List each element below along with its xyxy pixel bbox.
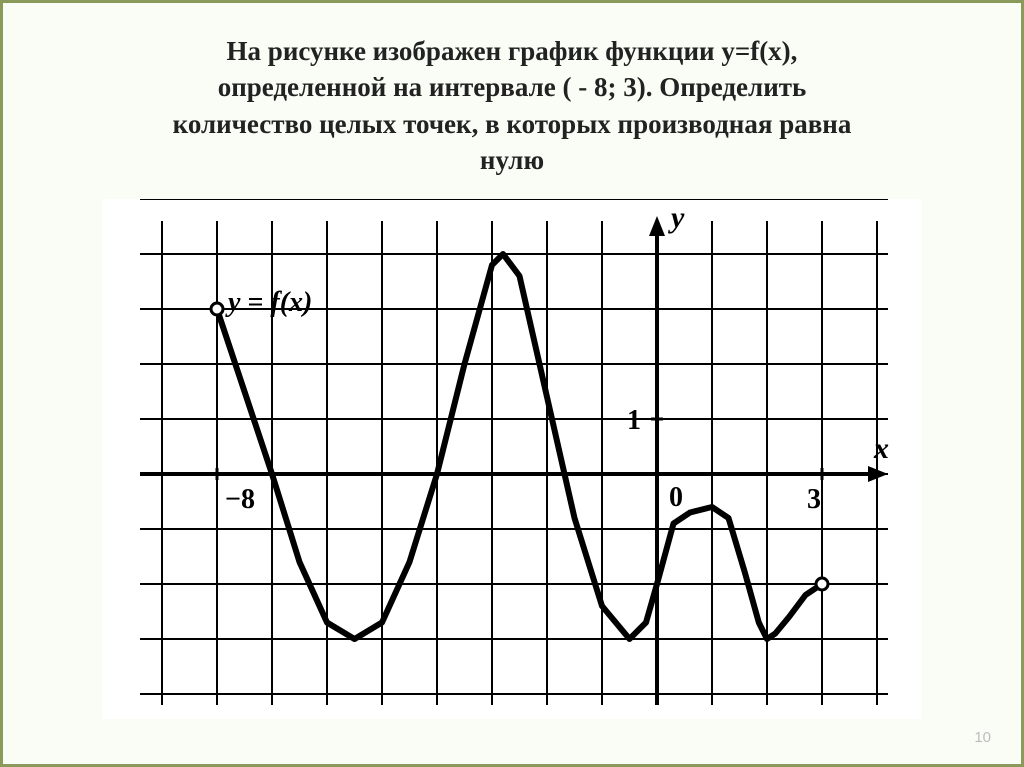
title-line-2: определенной на интервале ( - 8; 3). Опр… bbox=[218, 72, 807, 102]
svg-text:−8: −8 bbox=[225, 484, 255, 515]
svg-text:y: y bbox=[668, 201, 685, 234]
svg-text:0: 0 bbox=[669, 482, 683, 513]
title-line-4: нулю bbox=[480, 145, 544, 175]
title-line-3: количество целых точек, в которых произв… bbox=[173, 109, 852, 139]
title-line-1: На рисунке изображен график функции y=f(… bbox=[227, 36, 798, 66]
svg-text:x: x bbox=[873, 432, 889, 465]
page-number: 10 bbox=[974, 729, 991, 746]
svg-text:1: 1 bbox=[627, 405, 641, 436]
svg-text:y = f(x): y = f(x) bbox=[225, 287, 312, 318]
chart-container: −8 3 1 0 x y y = f(x) bbox=[102, 199, 922, 719]
svg-text:3: 3 bbox=[807, 484, 821, 515]
problem-title: На рисунке изображен график функции y=f(… bbox=[52, 33, 972, 179]
function-graph: −8 3 1 0 x y y = f(x) bbox=[102, 199, 922, 719]
